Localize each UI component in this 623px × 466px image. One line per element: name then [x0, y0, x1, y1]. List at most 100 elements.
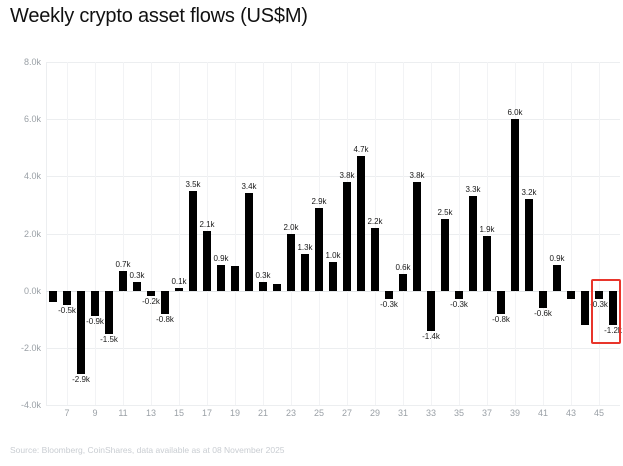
bar: [258, 282, 268, 291]
gridline-vertical: [179, 62, 180, 405]
bar: [440, 219, 450, 291]
y-axis-tick-label: -4.0k: [20, 400, 41, 410]
x-axis-tick-label: 11: [118, 408, 128, 418]
bar-value-label: 3.3k: [465, 185, 481, 195]
bar-value-label: 3.2k: [521, 188, 537, 198]
bar-value-label: 0.3k: [129, 271, 145, 281]
bar: [454, 290, 464, 300]
bar: [580, 290, 590, 325]
bar: [188, 190, 198, 291]
bar: [174, 287, 184, 291]
source-note: Source: Bloomberg, CoinShares, data avai…: [10, 445, 285, 455]
gridline-vertical: [67, 62, 68, 405]
bar: [510, 119, 520, 291]
x-axis-tick-label: 45: [593, 408, 605, 418]
bar: [384, 290, 394, 300]
bar-value-label: 4.7k: [353, 145, 369, 155]
bar-value-label: 2.9k: [311, 196, 327, 206]
x-axis-tick-label: 23: [285, 408, 297, 418]
bar-value-label: 2.1k: [199, 219, 215, 229]
gridline-horizontal: [46, 119, 620, 121]
bar: [202, 230, 212, 291]
bar-value-label: 0.9k: [213, 253, 229, 263]
bar-value-label: 3.8k: [339, 171, 355, 181]
bar: [524, 199, 534, 291]
bar: [468, 196, 478, 291]
bar: [48, 290, 58, 303]
bar-value-label: 6.0k: [507, 108, 523, 118]
gridline-vertical: [151, 62, 152, 405]
bar: [482, 236, 492, 291]
gridline-vertical: [263, 62, 264, 405]
x-axis-tick-label: 35: [453, 408, 465, 418]
bar: [594, 290, 604, 300]
x-axis: 7 9 11 13 15 17 19 21 23 25 27 29 31 33 35 37 39 41 43 45: [46, 408, 620, 424]
gridline-vertical: [571, 62, 572, 405]
bar: [146, 290, 156, 297]
bar: [412, 182, 422, 291]
y-axis-tick-label: 0.0k: [23, 285, 41, 296]
gridline-vertical: [599, 62, 600, 405]
x-axis-tick-label: 19: [229, 408, 241, 418]
bar: [356, 156, 366, 291]
bar-value-label: -1.2k: [604, 325, 622, 335]
bar: [342, 182, 352, 291]
gridline-vertical: [487, 62, 488, 405]
bar: [132, 282, 142, 291]
bar-value-label: 0.6k: [395, 262, 411, 272]
bar: [496, 290, 506, 314]
x-axis-tick-label: 13: [145, 408, 157, 418]
bar: [230, 266, 240, 291]
bar-value-label: 1.0k: [325, 251, 341, 261]
x-axis-tick-label: 43: [565, 408, 577, 418]
gridline-vertical: [95, 62, 96, 405]
gridline-horizontal: [46, 62, 620, 63]
bar: [62, 290, 72, 305]
x-axis-tick-label: 41: [537, 408, 549, 418]
bar: [426, 290, 436, 331]
bar: [216, 264, 226, 291]
bar: [76, 290, 86, 374]
bar-value-label: 3.5k: [185, 179, 201, 189]
gridline-horizontal: [46, 176, 620, 178]
x-axis-tick-label: 25: [313, 408, 325, 418]
x-axis-tick-label: 7: [64, 408, 70, 418]
bar: [566, 290, 576, 300]
bar: [398, 273, 408, 291]
plot-area: -0.5k -2.9k -0.9k -1.5k 0.7k 0.3k -0.2k -0.8k 0.…: [46, 62, 622, 406]
x-axis-tick-label: 15: [173, 408, 185, 418]
x-axis-tick-label: 21: [257, 408, 269, 418]
bar-value-label: 2.2k: [367, 216, 383, 226]
bar-value-label: 1.9k: [479, 225, 495, 235]
y-axis-tick-label: 8.0k: [23, 57, 41, 67]
bar: [300, 253, 310, 291]
bar-value-label: -0.3k: [450, 300, 468, 310]
bar-value-label: -0.9k: [86, 317, 104, 327]
bar-value-label: -0.3k: [380, 300, 398, 310]
bar: [608, 290, 618, 325]
gridline-horizontal: [46, 347, 620, 349]
bar-value-label: -0.2k: [142, 297, 160, 307]
bar: [552, 264, 562, 291]
y-axis-tick-label: -2.0k: [20, 342, 41, 353]
bar: [538, 290, 548, 308]
gridline-vertical: [235, 62, 236, 405]
bar-value-label: 0.7k: [115, 259, 131, 269]
bar: [104, 290, 114, 334]
gridline-vertical: [123, 62, 124, 405]
x-axis-tick-label: 37: [481, 408, 493, 418]
x-axis-tick-label: 27: [341, 408, 353, 418]
bar-value-label: -1.5k: [100, 334, 118, 344]
page-title: Weekly crypto asset flows (US$M): [10, 5, 308, 27]
bar-value-label: -0.6k: [534, 308, 552, 318]
bar-value-label: 3.4k: [241, 182, 257, 192]
bar: [90, 290, 100, 317]
y-axis-tick-label: 6.0k: [23, 114, 41, 125]
bar-value-label: -2.9k: [72, 374, 90, 384]
gridline-vertical: [543, 62, 544, 405]
gridline-horizontal: [46, 233, 620, 235]
x-axis-tick-label: 31: [397, 408, 409, 418]
x-axis-tick-label: 9: [92, 408, 98, 418]
bar: [286, 233, 296, 291]
bar: [244, 193, 254, 291]
